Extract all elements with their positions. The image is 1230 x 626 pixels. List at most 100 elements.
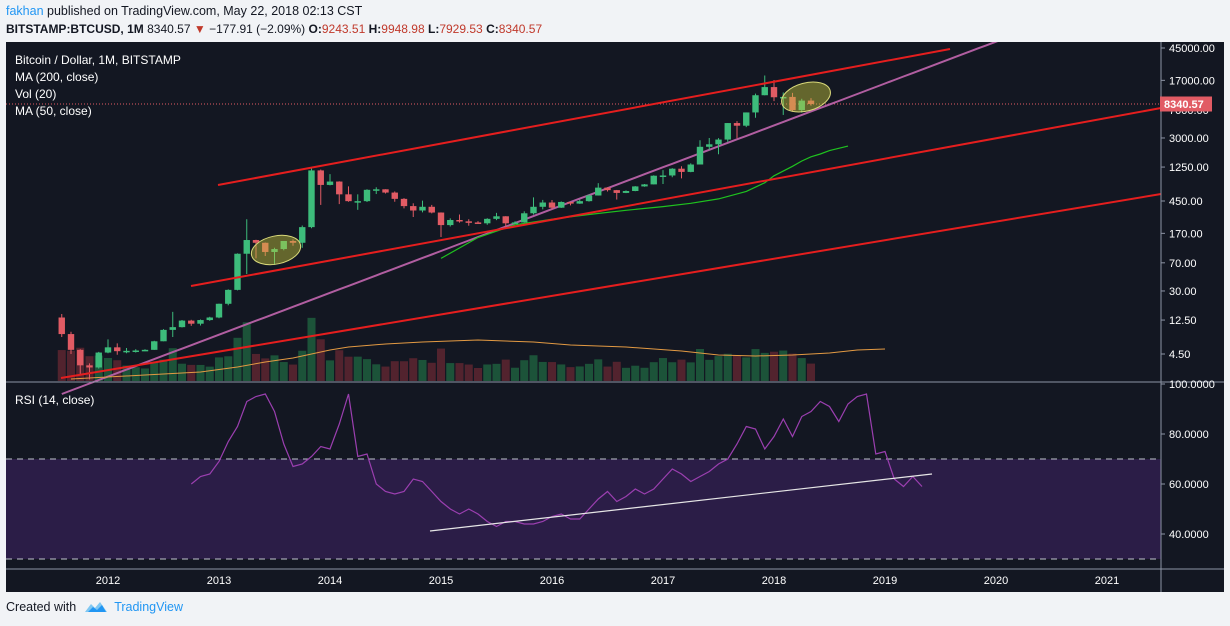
volume-bar xyxy=(455,363,464,381)
volume-bar xyxy=(279,362,288,381)
candle-body xyxy=(326,181,334,185)
candle xyxy=(234,253,241,291)
candle xyxy=(530,197,537,215)
candle xyxy=(67,331,75,354)
candle xyxy=(169,311,176,338)
volume-bar xyxy=(464,364,473,381)
candle-body xyxy=(659,175,667,177)
volume-bar xyxy=(446,363,455,381)
legend-rsi[interactable]: RSI (14, close) xyxy=(15,393,94,407)
price-tick-label: 4.50 xyxy=(1169,349,1190,361)
candle-body xyxy=(511,222,519,224)
candle-body xyxy=(761,87,768,96)
candle-body xyxy=(354,201,361,203)
volume-layer xyxy=(57,317,815,381)
candle-body xyxy=(456,220,463,222)
volume-bar xyxy=(400,361,408,381)
volume-bar xyxy=(316,339,325,381)
candle xyxy=(95,351,102,369)
volume-bar xyxy=(668,362,677,381)
candles-layer xyxy=(58,75,815,380)
candle-body xyxy=(206,317,213,321)
volume-bar xyxy=(501,359,510,381)
legend-ma50[interactable]: MA (50, close) xyxy=(15,104,92,118)
candle-body xyxy=(558,201,565,208)
candle xyxy=(373,187,380,195)
price-tick-label: 170.00 xyxy=(1169,228,1203,240)
volume-bar xyxy=(807,363,815,381)
volume-bar xyxy=(168,348,177,381)
candle xyxy=(77,349,84,375)
volume-bar xyxy=(335,350,344,381)
rsi-band-layer xyxy=(6,458,1161,560)
candle-body xyxy=(363,189,371,202)
legend-volume[interactable]: Vol (20) xyxy=(15,87,56,101)
volume-bar xyxy=(113,360,122,381)
chart-area[interactable]: 45000.0017000.007000.003000.001250.00450… xyxy=(6,37,1224,592)
candle-body xyxy=(502,216,509,224)
time-tick-label: 2014 xyxy=(318,575,342,587)
candle-body xyxy=(576,201,583,204)
candle-body xyxy=(465,221,472,223)
volume-bar xyxy=(289,364,297,381)
candle-body xyxy=(733,123,741,126)
volume-bar xyxy=(686,362,695,381)
candle xyxy=(289,239,297,246)
candle-body xyxy=(437,212,445,226)
candle xyxy=(724,123,731,142)
rsi-tick-label: 80.0000 xyxy=(1169,429,1209,441)
legend-layer: Bitcoin / Dollar, 1M, BITSTAMP MA (200, … xyxy=(15,53,181,407)
highlight-ellipse-2018 xyxy=(781,81,831,113)
candle xyxy=(428,204,435,214)
price-tick-label: 45000.00 xyxy=(1169,43,1215,55)
candle xyxy=(687,163,694,173)
volume-bar xyxy=(659,358,667,381)
volume-bar xyxy=(649,362,658,381)
candle-body xyxy=(188,320,195,324)
candle xyxy=(613,189,620,200)
volume-bar xyxy=(723,353,732,381)
chart-svg[interactable]: 45000.0017000.007000.003000.001250.00450… xyxy=(6,37,1224,592)
ohlc-bar: BITSTAMP:BTCUSD, 1M 8340.57 ▼ −177.91 (−… xyxy=(6,22,542,36)
created-with-text: Created with xyxy=(6,600,77,614)
legend-ma200[interactable]: MA (200, close) xyxy=(15,70,98,84)
candle xyxy=(299,225,306,248)
candle-body xyxy=(308,170,315,228)
price-change: −177.91 (−2.09%) xyxy=(209,22,306,36)
volume-bar xyxy=(603,366,612,381)
candle-body xyxy=(151,341,158,350)
volume-bar xyxy=(751,349,760,381)
middle-channel-trendline xyxy=(190,107,1162,287)
volume-bar xyxy=(714,356,723,381)
volume-bar xyxy=(233,337,242,381)
candle xyxy=(363,189,371,202)
candle-body xyxy=(567,201,574,204)
candle-body xyxy=(132,350,139,352)
candle-body xyxy=(77,349,84,366)
candle-body xyxy=(632,186,639,192)
candle-body xyxy=(585,195,593,202)
candle-body xyxy=(604,187,611,191)
tradingview-link[interactable]: TradingView xyxy=(114,600,183,614)
volume-bar xyxy=(196,364,205,381)
candle xyxy=(484,218,491,225)
author-link[interactable]: fakhan xyxy=(6,4,44,18)
candle-body xyxy=(530,206,537,214)
candle-body xyxy=(373,189,380,191)
candle xyxy=(798,98,805,113)
volume-bar xyxy=(122,365,131,381)
rsi-band xyxy=(6,459,1161,559)
volume-bar xyxy=(520,360,529,381)
candle xyxy=(252,239,260,259)
candle-body xyxy=(622,191,630,193)
high-value: 9948.98 xyxy=(381,22,425,36)
published-text: published on TradingView.com, May 22, 20… xyxy=(43,4,363,18)
rsi-line xyxy=(190,393,923,528)
volume-ma-line xyxy=(70,339,886,380)
candle xyxy=(576,199,583,204)
volume-bar xyxy=(640,367,649,381)
volume-bar xyxy=(159,359,168,381)
close-value: 8340.57 xyxy=(498,22,543,36)
drawings-layer[interactable] xyxy=(60,48,1162,532)
candle xyxy=(761,75,768,96)
